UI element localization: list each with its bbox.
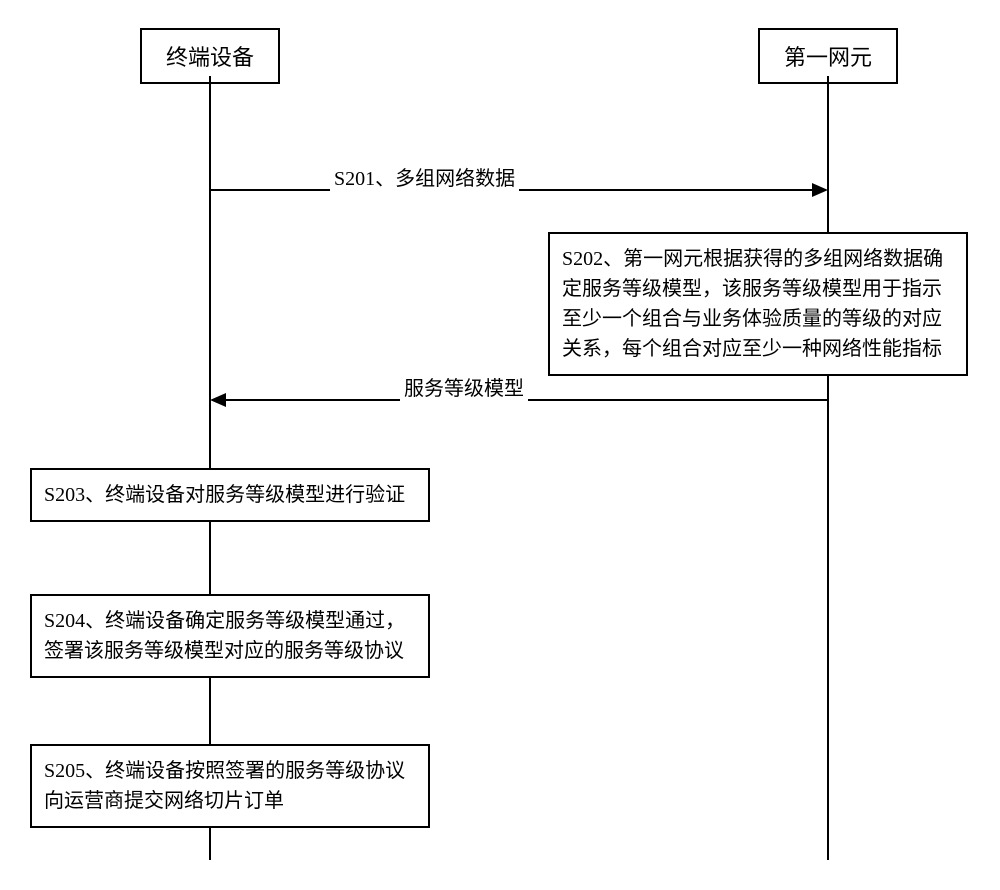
actor-terminal-label: 终端设备: [166, 45, 254, 70]
sequence-diagram: 终端设备 第一网元 S201、多组网络数据 S202、第一网元根据获得的多组网络…: [0, 0, 1000, 890]
msg-s201-label: S201、多组网络数据: [330, 162, 519, 191]
process-s202: S202、第一网元根据获得的多组网络数据确定服务等级模型，该服务等级模型用于指示…: [548, 232, 968, 376]
lifeline-left-seg2: [209, 512, 211, 594]
actor-network-label: 第一网元: [784, 45, 872, 70]
lifeline-right-seg2: [827, 376, 829, 860]
process-s205: S205、终端设备按照签署的服务等级协议向运营商提交网络切片订单: [30, 744, 430, 828]
lifeline-left-seg3: [209, 668, 211, 744]
process-s203: S203、终端设备对服务等级模型进行验证: [30, 468, 430, 522]
msg-model-label: 服务等级模型: [400, 372, 528, 401]
lifeline-left-seg1: [209, 76, 211, 468]
process-s204: S204、终端设备确定服务等级模型通过，签署该服务等级模型对应的服务等级协议: [30, 594, 430, 678]
msg-model-arrow: [210, 393, 226, 407]
lifeline-right-seg1: [827, 76, 829, 232]
msg-s201-arrow: [812, 183, 828, 197]
